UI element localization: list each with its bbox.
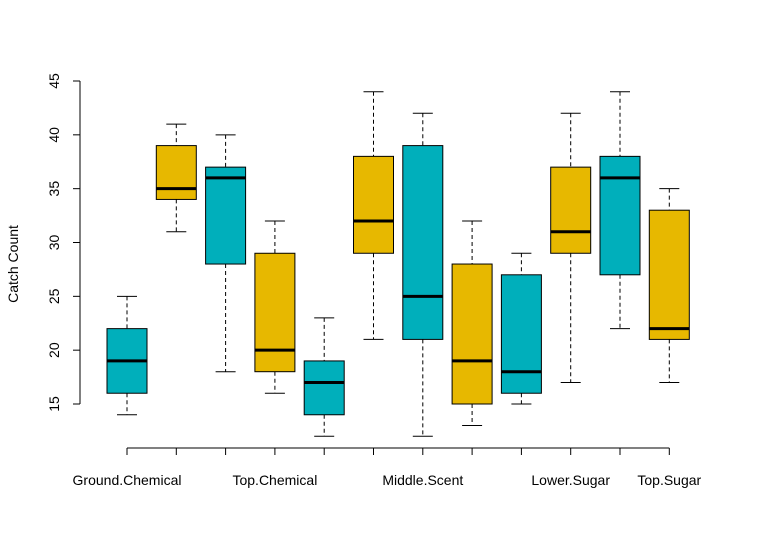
box-4 — [254, 220, 296, 394]
box-rect — [599, 155, 641, 276]
x-tick-label: Top.Chemical — [232, 472, 317, 488]
y-tick-label: 40 — [46, 127, 62, 143]
box-rect — [205, 166, 247, 265]
x-tick-label: Top.Sugar — [637, 472, 701, 488]
x-tick-label: Ground.Chemical — [73, 472, 182, 488]
box-12 — [648, 188, 690, 383]
box-rect — [303, 360, 345, 416]
box-rect — [451, 263, 493, 405]
y-tick-label: 35 — [46, 181, 62, 197]
x-tick-label: Lower.Sugar — [531, 472, 610, 488]
box-rect — [353, 155, 394, 254]
y-tick-label: 25 — [46, 288, 62, 304]
box-rect — [402, 145, 444, 340]
box-2 — [155, 123, 197, 233]
box-7 — [402, 112, 444, 437]
box-9 — [500, 252, 542, 405]
boxes — [106, 91, 690, 437]
box-rect — [648, 209, 690, 340]
y-tick-label: 45 — [46, 73, 62, 89]
y-tick-label: 20 — [46, 342, 62, 358]
y-axis: 15 20 25 30 35 40 45 — [46, 73, 81, 412]
box-rect — [500, 274, 542, 394]
x-axis: Ground.Chemical Top.Chemical Middle.Scent L… — [73, 447, 702, 488]
box-rect — [155, 145, 197, 200]
box-10 — [550, 112, 592, 383]
box-8 — [451, 220, 493, 427]
box-6 — [353, 91, 394, 340]
y-tick-label: 15 — [46, 396, 62, 412]
box-3 — [205, 134, 247, 373]
box-5 — [303, 317, 345, 437]
box-rect — [254, 252, 296, 373]
box-rect — [550, 166, 592, 254]
y-tick-label: 30 — [46, 235, 62, 251]
y-axis-title: Catch Count — [5, 225, 21, 303]
box-1 — [106, 295, 148, 416]
x-tick-label: Middle.Scent — [382, 472, 463, 488]
box-11 — [599, 91, 641, 330]
